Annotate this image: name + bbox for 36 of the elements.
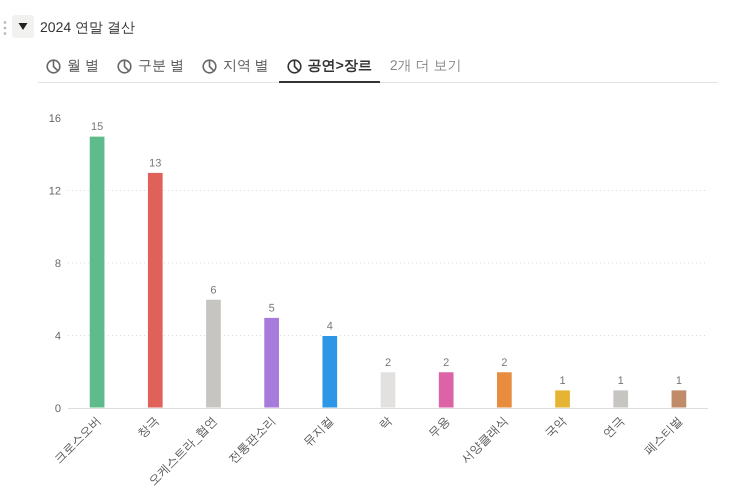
text: 월 별	[67, 57, 99, 75]
text: 2개 더 보기	[390, 57, 462, 75]
data-label: 4	[326, 320, 333, 332]
bar	[321, 335, 338, 408]
bar	[146, 172, 164, 408]
bar	[438, 371, 455, 408]
bar	[263, 316, 280, 408]
text: 지역 별	[222, 57, 269, 75]
bar	[670, 389, 688, 408]
y-tick-label: 4	[54, 330, 61, 342]
data-label: 13	[149, 157, 162, 170]
y-tick-label: 16	[48, 112, 61, 125]
text: 구분 별	[138, 57, 184, 75]
x-tick-label: 무용	[426, 414, 453, 441]
x-tick-label: 락	[376, 414, 394, 432]
data-label: 5	[268, 302, 275, 314]
data-label: 15	[90, 121, 104, 134]
data-label: 2	[443, 356, 450, 369]
bar	[88, 136, 106, 408]
bar	[554, 389, 571, 408]
bar	[205, 298, 222, 408]
data-label: 1	[559, 374, 566, 387]
bar	[612, 389, 630, 408]
data-label: 1	[676, 374, 682, 387]
chart-subtitle: 공연>장르	[308, 57, 372, 75]
x-tick-label: 국악	[542, 414, 569, 441]
x-tick-label: 연극	[600, 414, 628, 441]
y-tick-label: 12	[48, 185, 61, 198]
y-tick-label: 8	[54, 258, 61, 270]
chart-title: 2024 연말 결산	[40, 18, 135, 37]
data-label: 1	[618, 374, 624, 387]
data-label: 2	[384, 356, 392, 369]
y-tick-label: 0	[54, 402, 61, 415]
data-label: 6	[210, 284, 217, 296]
bar	[496, 371, 513, 408]
data-label: 2	[501, 356, 508, 369]
